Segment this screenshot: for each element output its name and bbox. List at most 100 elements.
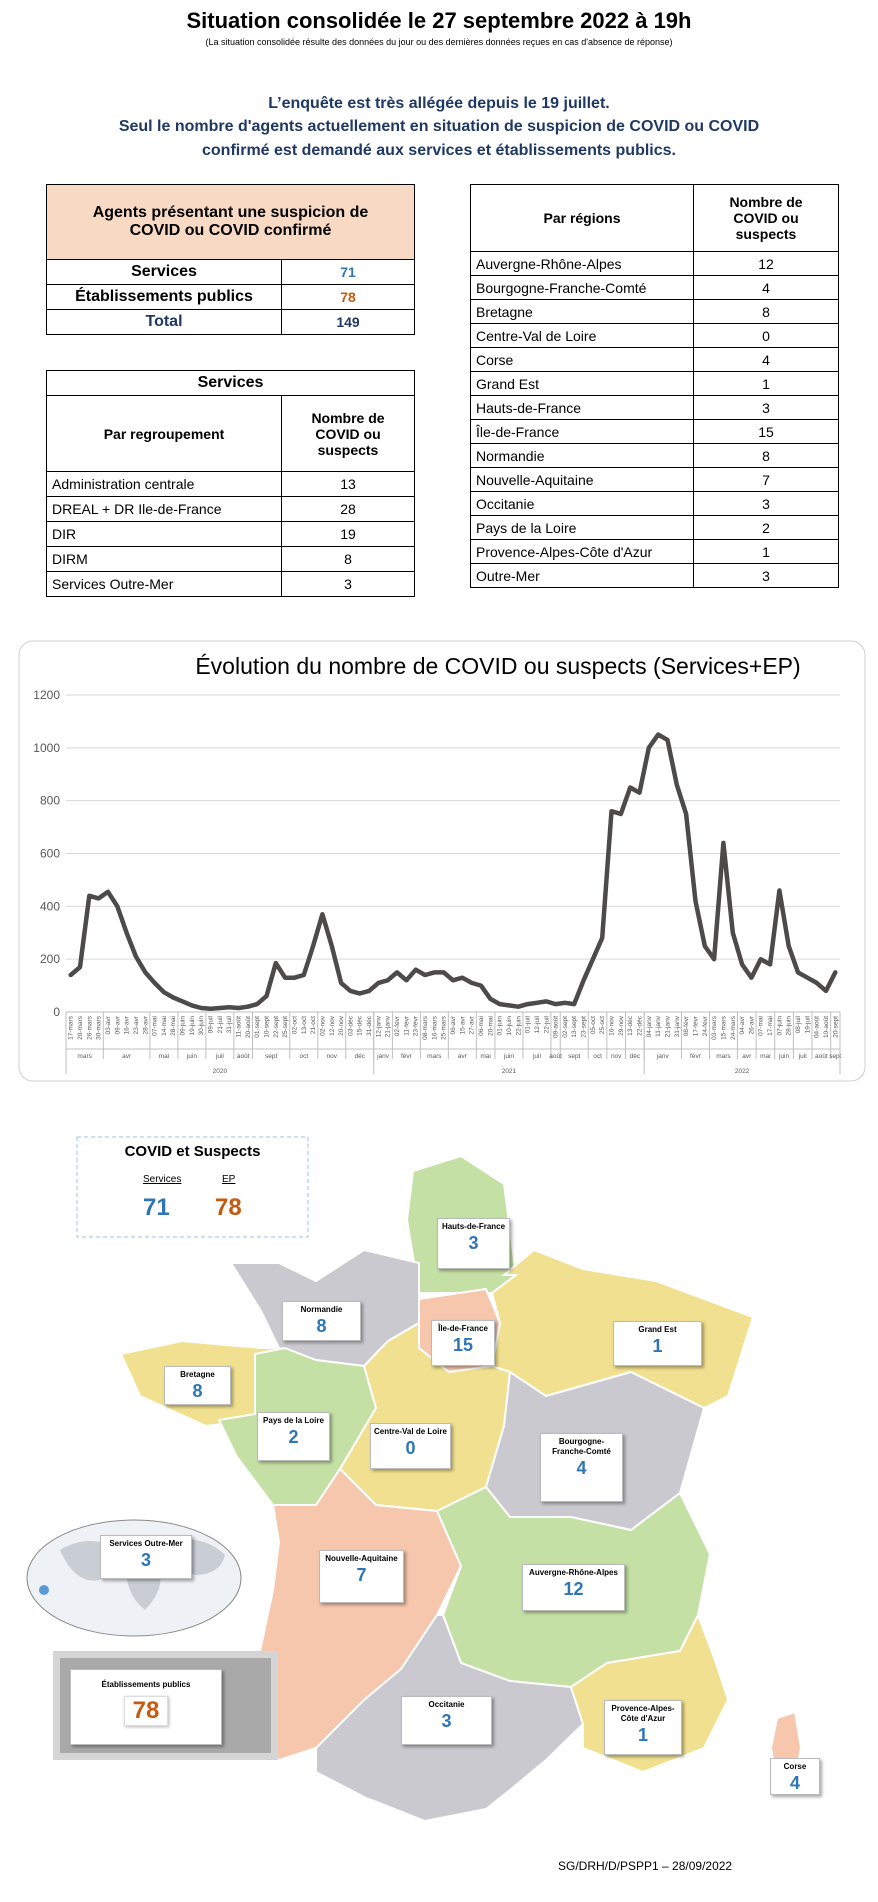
x-tick-label: 27-avr	[469, 1015, 476, 1034]
table-row: Nouvelle-Aquitaine 7	[470, 467, 839, 492]
x-tick-label: 11-août	[236, 1016, 243, 1038]
chart-frame	[18, 640, 866, 1082]
x-tick-label: 11-févr	[403, 1015, 410, 1036]
month-label: avr	[458, 1053, 468, 1060]
x-tick-label: 10-juin	[506, 1016, 513, 1036]
month-label: mars	[427, 1053, 442, 1060]
x-tick-label: 12-nov	[329, 1015, 336, 1036]
region-value: 4	[576, 1458, 587, 1478]
region-value: 12	[563, 1579, 584, 1599]
x-tick-label: 10-août	[823, 1016, 830, 1038]
region-box: Bourgogne-Franche-Comté 4	[540, 1433, 623, 1502]
cell: 28	[281, 496, 415, 522]
table-row: Occitanie 3	[470, 491, 839, 516]
region-value: 0	[405, 1438, 416, 1458]
outre-mer-box: Services Outre-Mer 3	[100, 1535, 192, 1579]
cell: 3	[693, 563, 839, 588]
x-tick-label: 25-oct	[599, 1016, 606, 1034]
cell: 1	[693, 539, 839, 564]
x-tick-label: 22-sept	[273, 1016, 280, 1038]
region-name: Provence-Alpes-Côte d'Azur	[611, 1704, 675, 1723]
x-tick-label: 28-mai	[170, 1016, 177, 1036]
month-label: juin	[186, 1053, 198, 1060]
cell: 1	[693, 371, 839, 396]
region-box: Occitanie 3	[401, 1696, 492, 1745]
month-label: nov	[327, 1053, 338, 1060]
region-name: Corse	[783, 1762, 807, 1771]
cell: DIRM	[46, 546, 282, 572]
y-tick-label: 600	[40, 847, 60, 861]
chart-title: Évolution du nombre de COVID ou suspects…	[195, 653, 800, 679]
x-tick-label: 11-janv	[655, 1015, 662, 1037]
month-label: mai	[480, 1053, 490, 1060]
cell: 3	[281, 571, 415, 597]
region-box: Normandie 8	[282, 1301, 361, 1341]
region-name: Pays de la Loire	[263, 1416, 324, 1425]
x-tick-label: 01-juil	[525, 1015, 532, 1033]
region-value: 8	[192, 1381, 203, 1401]
month-label: avr	[742, 1053, 752, 1060]
x-tick-label: 04-avr	[739, 1015, 746, 1034]
month-label: févr	[401, 1053, 413, 1060]
region-box: Grand Est 1	[613, 1321, 702, 1366]
cell: Bretagne	[470, 299, 694, 324]
x-tick-label: 03-déc	[347, 1015, 354, 1036]
month-label: juin	[503, 1053, 515, 1060]
month-label: mai	[760, 1053, 770, 1060]
cell: Nouvelle-Aquitaine	[470, 467, 694, 492]
x-tick-label: 28-avr	[142, 1015, 149, 1034]
month-label: juil	[798, 1053, 808, 1060]
region-value: 15	[452, 1335, 474, 1355]
table-row: Normandie 8	[470, 443, 839, 468]
year-label: 2020	[213, 1068, 228, 1075]
x-tick-label: 29-nov	[618, 1015, 625, 1036]
region-name: Auvergne-Rhône-Alpes	[529, 1568, 618, 1577]
x-tick-label: 03-avr	[105, 1015, 112, 1034]
x-tick-label: 19-juin	[189, 1016, 196, 1036]
month-label: janv	[376, 1053, 390, 1060]
month-label: août	[237, 1053, 250, 1060]
region-name: Centre-Val de Loire	[374, 1427, 447, 1436]
month-label: sept	[829, 1053, 841, 1060]
x-tick-label: 20-mars	[77, 1015, 84, 1040]
month-label: déc	[355, 1053, 366, 1060]
x-tick-label: 16-nov	[609, 1015, 616, 1036]
footer: SG/DRH/D/PSPP1 – 28/09/2022	[558, 1859, 733, 1873]
month-label: févr	[690, 1053, 702, 1060]
region-name: Bourgogne-Franche-Comté	[552, 1437, 611, 1456]
map-box-value: 78	[215, 1194, 242, 1221]
x-tick-label: 04-août	[814, 1016, 821, 1038]
x-tick-label: 09-avr	[114, 1015, 121, 1034]
x-tick-label: 17-mars	[68, 1015, 75, 1040]
x-tick-label: 16-avr	[124, 1015, 131, 1034]
map-box-label: EP	[222, 1174, 236, 1185]
cell: DIR	[46, 521, 282, 547]
x-tick-label: 08-févr	[683, 1015, 690, 1036]
cell: 15	[693, 419, 839, 444]
region-value: 1	[652, 1336, 663, 1356]
region-box: Centre-Val de Loire 0	[370, 1423, 451, 1469]
x-tick-label: 24-févr	[702, 1015, 709, 1036]
year-label: 2021	[502, 1068, 517, 1075]
region-value: 3	[441, 1711, 452, 1731]
y-tick-label: 800	[40, 794, 60, 808]
cell: Bourgogne-Franche-Comté	[470, 275, 694, 300]
x-tick-label: 21-oct	[310, 1016, 317, 1034]
month-label: août	[549, 1053, 562, 1060]
x-tick-label: 09-août	[553, 1016, 560, 1038]
x-tick-label: 20-nov	[338, 1015, 345, 1036]
x-tick-label: 09-juin	[180, 1016, 187, 1036]
x-tick-label: 14-mai	[161, 1016, 168, 1036]
intro-line: L’enquête est très allégée depuis le 19 …	[268, 95, 610, 112]
y-tick-label: 1200	[33, 688, 60, 702]
region-value: 3	[140, 1550, 151, 1570]
x-tick-label: 04-janv	[646, 1015, 653, 1037]
month-label: juil	[215, 1053, 225, 1060]
x-tick-label: 08-mars	[422, 1015, 429, 1040]
x-tick-label: 08-juil	[795, 1015, 802, 1033]
x-tick-label: 30-mars	[96, 1015, 103, 1040]
x-tick-label: 07-juin	[776, 1016, 783, 1036]
x-tick-label: 31-juil	[226, 1015, 233, 1033]
